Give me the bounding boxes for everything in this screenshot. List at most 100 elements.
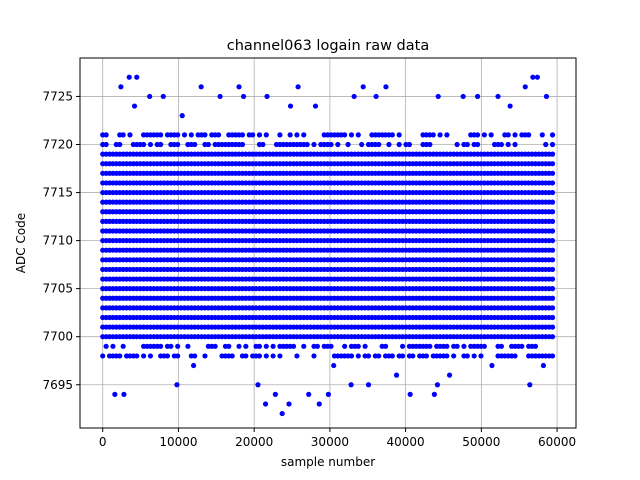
data-point [141, 141, 147, 148]
y-tick-label: 7705 [42, 282, 73, 296]
data-point [240, 93, 247, 100]
data-point [376, 353, 382, 359]
data-point [198, 84, 204, 90]
data-point [549, 180, 556, 186]
data-point [175, 343, 181, 349]
data-point [147, 353, 154, 359]
data-point [451, 353, 457, 359]
data-point [256, 132, 263, 138]
data-point [120, 343, 126, 349]
data-point [444, 343, 450, 349]
data-point [314, 343, 320, 349]
data-point [348, 382, 354, 388]
data-point [110, 343, 116, 349]
data-point [549, 276, 556, 282]
data-point [355, 132, 361, 138]
data-point [158, 343, 164, 349]
data-point [498, 343, 505, 349]
data-point [444, 132, 450, 138]
data-point [549, 295, 556, 301]
data-point [202, 353, 208, 359]
data-point [454, 141, 460, 148]
data-point [325, 391, 331, 397]
data-point [175, 141, 181, 148]
data-point [264, 93, 270, 100]
data-point [272, 391, 278, 397]
data-point [277, 132, 283, 138]
data-point [410, 353, 416, 359]
data-point [100, 353, 106, 359]
data-point [192, 141, 198, 148]
data-point [549, 314, 556, 321]
data-point [294, 353, 300, 359]
data-point [121, 391, 127, 397]
data-point [549, 324, 556, 330]
data-point [348, 353, 355, 359]
data-point [355, 353, 361, 359]
data-point [437, 132, 443, 138]
data-point [147, 93, 153, 100]
data-point [435, 93, 441, 100]
data-point [434, 382, 441, 388]
data-point [192, 353, 198, 359]
data-point [549, 189, 556, 196]
data-point [287, 132, 293, 138]
data-point [103, 343, 109, 349]
data-point [202, 132, 208, 138]
data-point [236, 84, 242, 90]
data-point [430, 132, 436, 138]
data-point [164, 353, 171, 359]
data-point [505, 132, 511, 138]
data-point [243, 343, 249, 349]
data-point [134, 74, 140, 80]
data-point [263, 343, 269, 349]
data-point [277, 353, 283, 359]
data-point [331, 362, 337, 369]
data-point [383, 84, 389, 90]
x-tick-label: 30000 [311, 435, 349, 449]
data-point [290, 343, 297, 349]
data-point [407, 391, 413, 397]
data-point [549, 218, 556, 224]
data-point [103, 141, 109, 148]
data-point [549, 237, 556, 244]
data-point [543, 93, 550, 100]
data-point [270, 343, 276, 349]
data-point [205, 141, 211, 148]
data-point [505, 141, 511, 148]
data-point [312, 103, 319, 109]
data-point [236, 343, 242, 349]
data-point [158, 132, 164, 138]
data-point [301, 343, 307, 349]
data-point [134, 353, 140, 359]
plot-frame [79, 57, 577, 429]
data-point [431, 391, 437, 397]
data-point [160, 93, 166, 100]
data-point [522, 84, 528, 90]
data-point [365, 353, 372, 359]
data-point [256, 353, 263, 359]
data-point [181, 132, 188, 138]
data-point [112, 391, 118, 397]
data-point [464, 353, 470, 359]
data-point [460, 93, 466, 100]
data-point [512, 353, 518, 359]
data-point [141, 353, 147, 359]
data-point [549, 257, 556, 263]
data-point [294, 132, 300, 138]
data-point [396, 141, 402, 148]
data-point [175, 132, 181, 138]
x-tick-label: 60000 [538, 435, 576, 449]
data-point [158, 141, 164, 148]
data-point [471, 353, 477, 359]
x-tick-label: 10000 [159, 435, 197, 449]
data-point [481, 343, 487, 349]
data-point [250, 132, 256, 138]
data-point [474, 93, 481, 100]
data-point [399, 353, 406, 359]
data-point [474, 132, 481, 138]
data-point [311, 353, 317, 359]
data-point [311, 141, 317, 148]
data-point [335, 141, 341, 148]
data-point [549, 266, 556, 273]
